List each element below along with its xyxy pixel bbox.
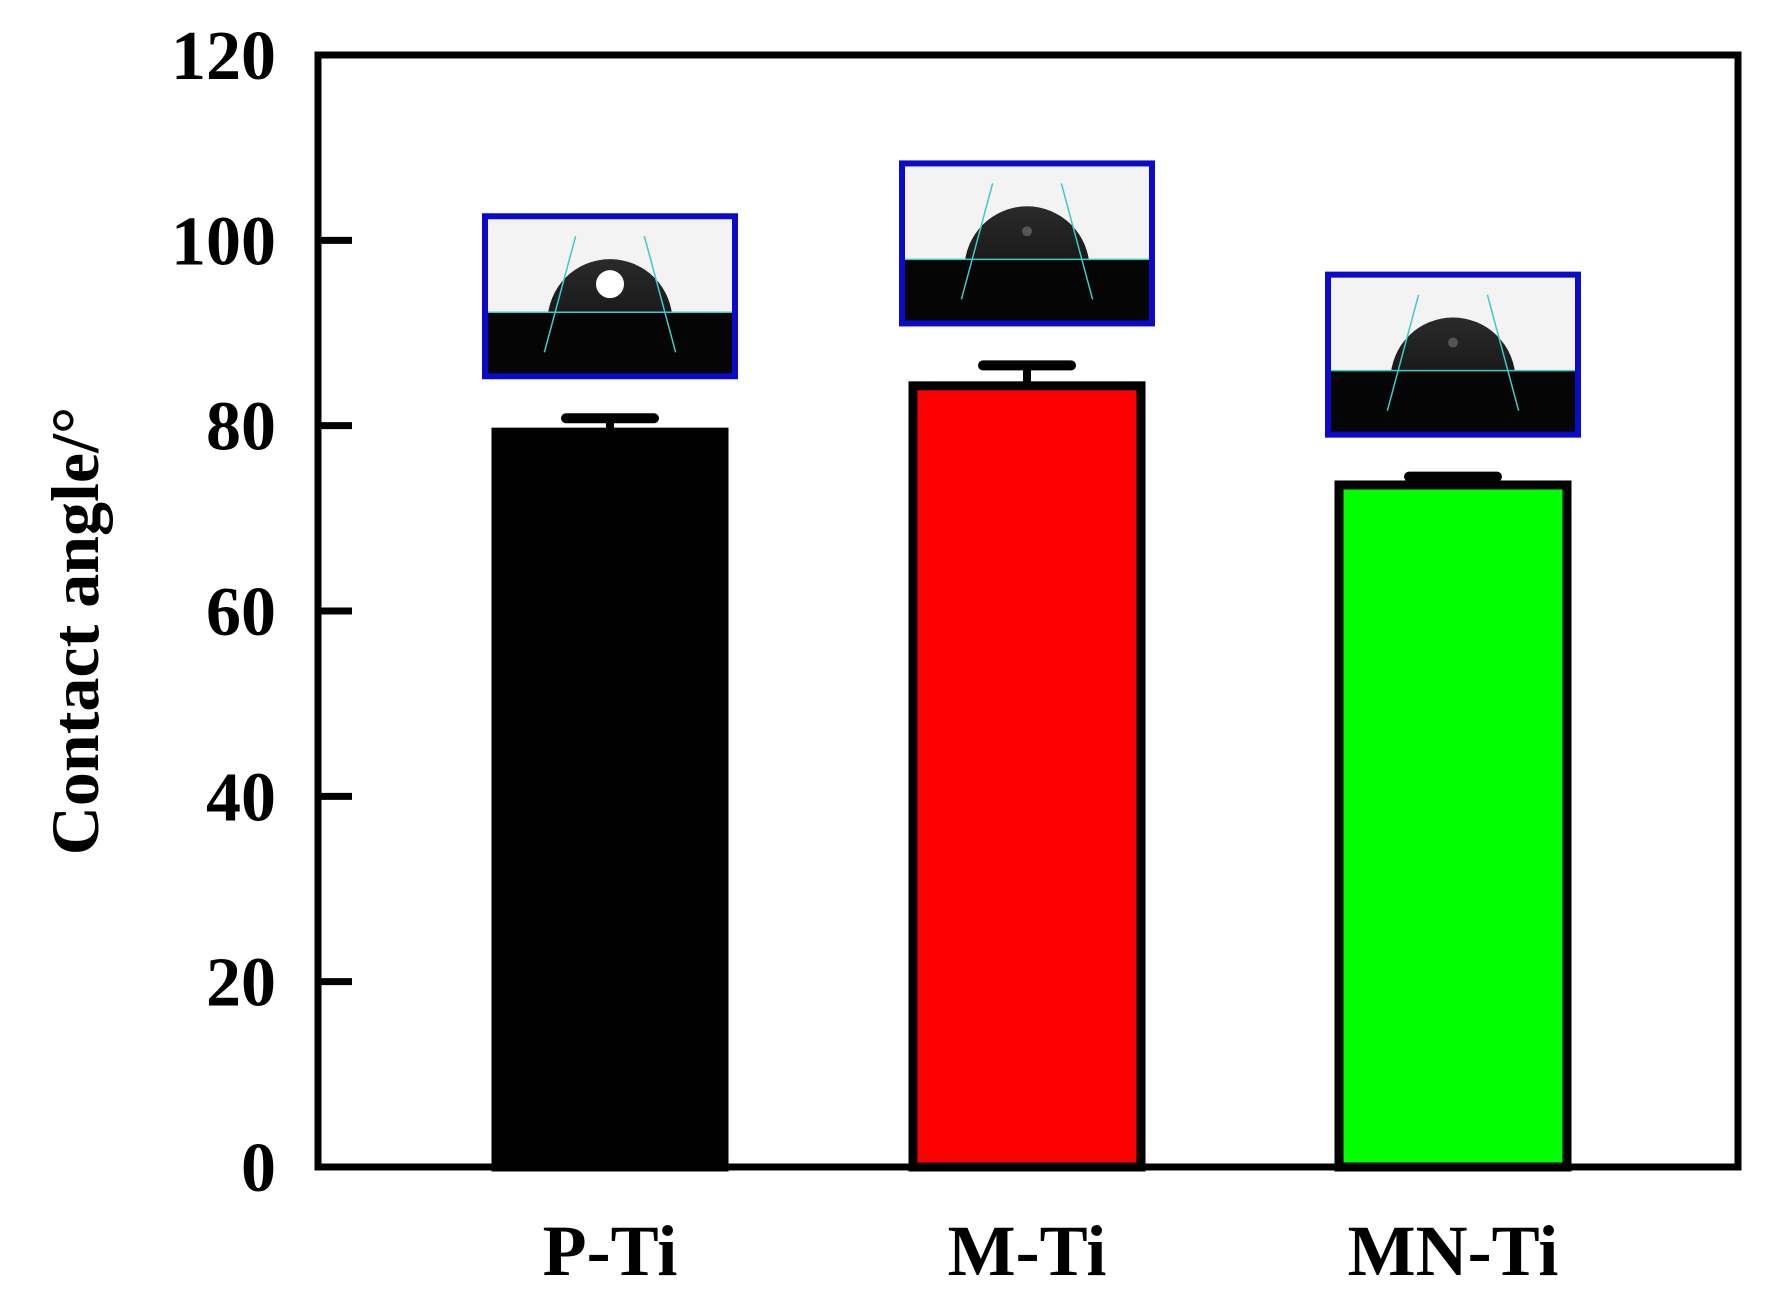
- y-axis-label: Contact angle/°: [37, 407, 113, 855]
- x-axis: P-Ti M-Ti MN-Ti: [543, 1211, 1559, 1291]
- bar: [491, 427, 729, 1172]
- bars: [491, 360, 1572, 1172]
- x-tick-label: MN-Ti: [1348, 1211, 1559, 1291]
- bar-m-ti: [908, 360, 1146, 1172]
- droplet-photo-icon: [482, 213, 738, 380]
- y-tick-label: 120: [171, 18, 276, 95]
- droplet-photo-icon: [1325, 271, 1581, 438]
- y-tick-label: 100: [171, 203, 276, 280]
- y-tick-label: 80: [206, 389, 276, 466]
- droplet-photo-icon: [899, 160, 1155, 327]
- y-tick-label: 0: [241, 1130, 276, 1207]
- y-axis: 0 20 40 60 80 100 120: [171, 18, 352, 1207]
- bar: [1334, 480, 1572, 1172]
- bar-p-ti: [491, 413, 729, 1172]
- y-tick-label: 20: [206, 945, 276, 1022]
- y-tick-label: 60: [206, 574, 276, 651]
- bar-mn-ti: [1334, 471, 1572, 1172]
- inset-images: [482, 160, 1581, 438]
- y-tick-label: 40: [206, 759, 276, 836]
- bar: [908, 381, 1146, 1172]
- plot-frame: [314, 51, 1742, 1171]
- x-tick-label: P-Ti: [543, 1211, 678, 1291]
- x-tick-label: M-Ti: [948, 1211, 1107, 1291]
